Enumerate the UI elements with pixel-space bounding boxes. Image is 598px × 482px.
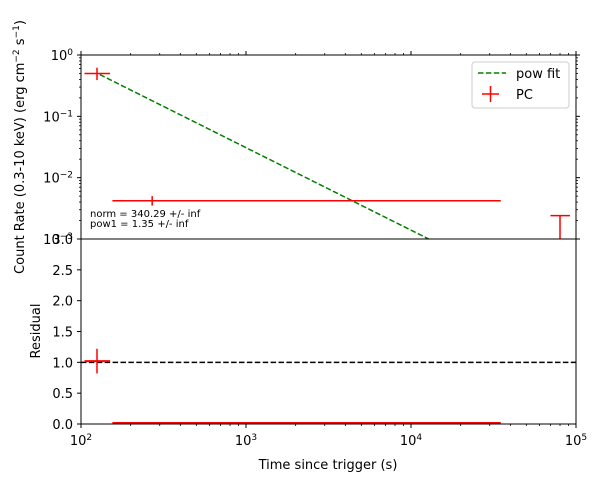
x-tick-label: 103 [235, 433, 257, 449]
bottom-panel: 0.0 0.5 1.0 1.5 2.0 2.5 3.0 102 103 104 105 [52, 233, 587, 449]
y-tick-label: 10−1 [43, 109, 73, 125]
y-label-part: ) [13, 20, 28, 25]
y-label-part: −1 [12, 25, 22, 38]
y-label-part: s [13, 38, 28, 49]
legend-pc-swatch [482, 86, 499, 102]
x-tick-label: 102 [70, 433, 92, 449]
top-y-axis-label: Count Rate (0.3-10 keV) (erg cm−2 s−1) [12, 20, 28, 274]
y-tick-label: 10−2 [43, 171, 73, 187]
top-panel: 100 10−1 10−2 10−3 norm = 340.29 +/- inf po… [43, 48, 580, 248]
bottom-axes-frame [80, 238, 577, 425]
x-tick-label: 104 [400, 433, 423, 449]
legend-pc-label: PC [516, 88, 533, 103]
top-y-tick-labels: 100 10−1 10−2 10−3 [43, 48, 73, 248]
residual-y-tick-label: 0.5 [52, 387, 73, 402]
legend-pow-fit-label: pow fit [516, 67, 560, 82]
norm-annotation: norm = 340.29 +/- inf [90, 209, 201, 220]
bottom-y-tick-labels: 0.0 0.5 1.0 1.5 2.0 2.5 3.0 [52, 233, 73, 433]
bottom-plot-area [81, 348, 576, 424]
pow1-annotation: pow1 = 1.35 +/- inf [90, 219, 189, 230]
fit-annotation: norm = 340.29 +/- inf pow1 = 1.35 +/- in… [90, 209, 201, 230]
bottom-y-axis-label: Residual [29, 304, 44, 359]
bottom-ticks [77, 238, 577, 428]
x-tick-labels: 102 103 104 105 [70, 433, 587, 449]
x-axis-label: Time since trigger (s) [258, 458, 398, 473]
residual-y-tick-label: 0.0 [52, 418, 73, 433]
pow-fit-line [99, 73, 430, 239]
y-tick-label: 10−3 [43, 232, 73, 248]
residual-y-tick-label: 2.5 [52, 264, 73, 279]
residual-y-tick-label: 2.0 [52, 295, 73, 310]
x-tick-label: 105 [565, 433, 587, 449]
y-label-part: −2 [12, 49, 22, 62]
y-label-part: Count Rate (0.3-10 keV) (erg cm [13, 63, 28, 274]
residual-y-tick-label: 3.0 [52, 233, 73, 248]
y-tick-label: 100 [51, 48, 74, 64]
residual-y-tick-label: 1.5 [52, 326, 73, 341]
legend: pow fit PC [471, 61, 570, 109]
top-plot-area [84, 67, 571, 239]
residual-y-tick-label: 1.0 [52, 356, 73, 371]
